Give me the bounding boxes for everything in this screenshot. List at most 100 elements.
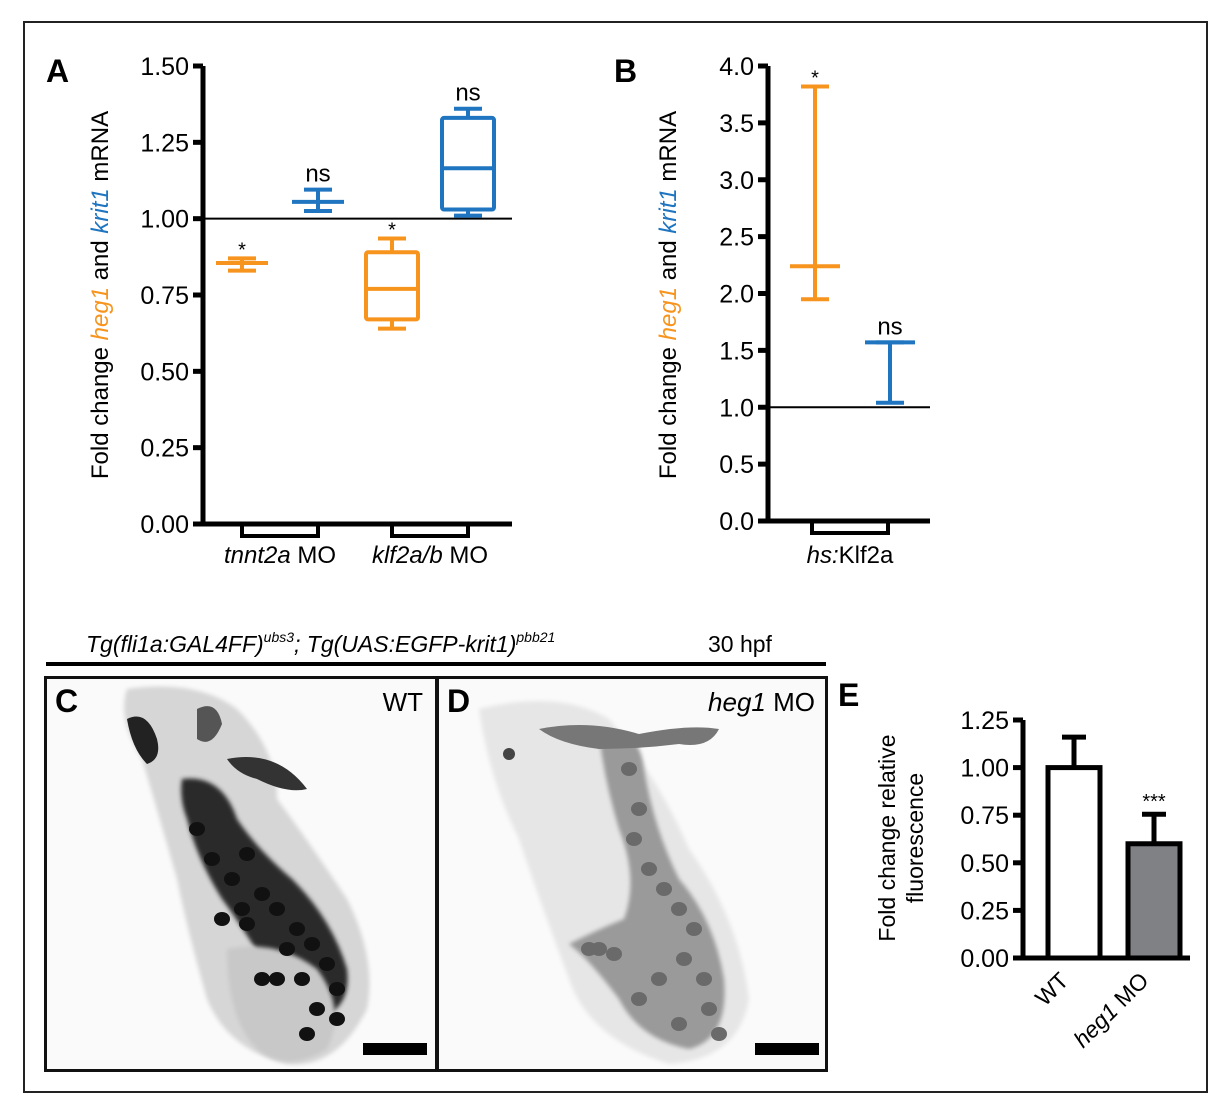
panel-e-marks: *** (1045, 734, 1183, 961)
box-krit1-1: ns (865, 313, 915, 405)
nucleus (304, 937, 320, 951)
outflow-dark (127, 716, 159, 764)
significance-label: * (238, 239, 246, 261)
transgene-header: Tg(fli1a:GAL4FF)ubs3; Tg(UAS:EGFP-krit1)… (46, 629, 826, 666)
micrograph-d-heg1-mo: D heg1 MO (436, 676, 828, 1072)
stage-label: 30 hpf (708, 631, 773, 657)
nucleus (626, 832, 642, 846)
scale-bar (363, 1043, 427, 1055)
bar-group-0 (1045, 734, 1103, 961)
nucleus (289, 922, 305, 936)
box-krit1-3: ns (440, 80, 496, 218)
nucleus (656, 882, 672, 896)
nucleus (606, 947, 622, 961)
x-label-wt: WT (1030, 967, 1074, 1011)
panel-label-b: B (614, 53, 637, 89)
micrograph-c-image (124, 686, 370, 1065)
y-tick-label: 0.00 (960, 945, 1009, 973)
box-heg1-2: * (364, 220, 420, 331)
y-tick-label: 0.50 (140, 358, 189, 386)
nucleus (309, 1002, 325, 1016)
outflow-grey (197, 706, 222, 742)
significance-label: *** (1142, 791, 1166, 813)
nuclei (581, 762, 727, 1041)
scale-bar (755, 1043, 819, 1055)
nucleus (214, 912, 230, 926)
y-tick-label: 0.25 (960, 897, 1009, 925)
nucleus (671, 1017, 687, 1031)
box-krit1-1: ns (292, 161, 344, 214)
nucleus (239, 917, 255, 931)
y-tick-label: 0.0 (719, 508, 754, 536)
bar-group-1: *** (1125, 791, 1183, 961)
transgene-label: Tg(fli1a:GAL4FF)ubs3; Tg(UAS:EGFP-krit1)… (86, 629, 555, 657)
y-tick-label: 1.00 (140, 206, 189, 234)
panel-label-e: E (838, 677, 859, 713)
nucleus (189, 822, 205, 836)
heart-tube (569, 732, 725, 1049)
box-iqr (364, 250, 420, 322)
ylabel-gene-krit1: krit1 (87, 188, 114, 233)
panel-label-a: A (46, 53, 69, 89)
bar (1045, 765, 1103, 961)
panel-e-ylabel-line1: Fold change relative (874, 734, 900, 941)
significance-label: * (811, 67, 819, 89)
group-bracket (810, 521, 890, 535)
nucleus (299, 1027, 315, 1041)
significance-label: ns (305, 161, 330, 188)
panel-b-ylabel: Fold change heg1 and krit1 mRNA (655, 111, 682, 479)
nucleus (641, 862, 657, 876)
y-tick-label: 4.0 (719, 53, 754, 81)
nucleus (631, 802, 647, 816)
nucleus (279, 942, 295, 956)
x-label-klf2ab: klf2a/b MO (372, 542, 488, 569)
panel-e-ylabel-line2: fluorescence (902, 773, 928, 903)
box-heg1-0: * (790, 67, 840, 302)
y-tick-label: 1.00 (960, 755, 1009, 783)
y-tick-label: 0.50 (960, 850, 1009, 878)
significance-label: ns (877, 313, 902, 340)
nucleus (254, 972, 270, 986)
nucleus (581, 942, 597, 956)
y-tick-label: 1.0 (719, 394, 754, 422)
nuclei (189, 822, 345, 1041)
nucleus (329, 982, 345, 996)
panel-label-d: D (447, 683, 471, 719)
nucleus (671, 902, 687, 916)
panel-a-x-labels: tnnt2a MO klf2a/b MO (224, 542, 488, 569)
group-bracket (390, 524, 470, 538)
y-tick-label: 1.25 (960, 707, 1009, 735)
nucleus (676, 952, 692, 966)
y-tick-label: 1.5 (719, 337, 754, 365)
significance-label: ns (455, 80, 480, 107)
nucleus (294, 972, 310, 986)
panel-a-ylabel: Fold change heg1 and krit1 mRNA (87, 111, 114, 479)
nucleus (269, 902, 285, 916)
y-tick-label: 3.0 (719, 167, 754, 195)
group-bracket (240, 524, 320, 538)
panel-label-c: C (55, 683, 79, 719)
nucleus (224, 872, 240, 886)
nucleus (239, 847, 255, 861)
nucleus (696, 972, 712, 986)
panel-b-y-axis: 0.0 0.5 1.0 1.5 2.0 2.5 3.0 3.5 4.0 (719, 53, 930, 536)
box-iqr (440, 115, 496, 212)
x-label-hsklf2a: hs:Klf2a (807, 542, 894, 569)
y-tick-label: 0.75 (960, 802, 1009, 830)
y-tick-label: 1.50 (140, 53, 189, 81)
cell-cluster (503, 748, 515, 760)
nucleus (711, 1027, 727, 1041)
x-label-tnnt2a: tnnt2a MO (224, 542, 336, 569)
significance-label: * (388, 220, 396, 242)
nucleus (686, 922, 702, 936)
nucleus (651, 972, 667, 986)
nucleus (319, 957, 335, 971)
y-tick-label: 0.25 (140, 435, 189, 463)
nucleus (329, 1012, 345, 1026)
condition-label-wt: WT (382, 687, 423, 717)
y-tick-label: 3.5 (719, 110, 754, 138)
panel-a-chart: A Fold change heg1 and krit1 mRNA 0.000.… (46, 53, 512, 569)
ylabel-gene-heg1: heg1 (87, 287, 114, 340)
panel-b-marks: * ns (768, 67, 930, 535)
